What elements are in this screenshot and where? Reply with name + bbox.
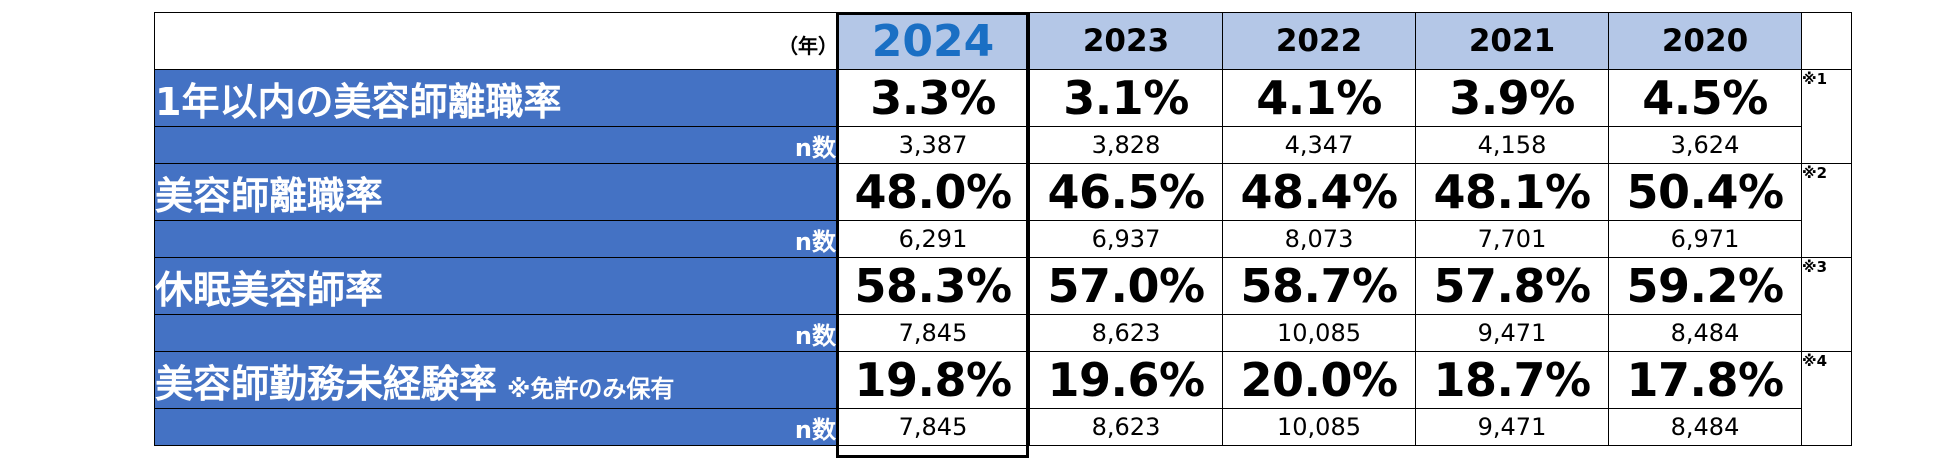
rate-cell: 58.7% bbox=[1222, 257, 1416, 315]
n-cell: 8,623 bbox=[1029, 408, 1223, 446]
row-label: 1年以内の美容師離職率 bbox=[154, 69, 837, 127]
header-row: 2024 2023 2022 2021 2020 bbox=[154, 12, 1852, 70]
rate-cell: 4.5% bbox=[1608, 69, 1802, 127]
n-cell: 9,471 bbox=[1415, 408, 1609, 446]
n-label: n数 bbox=[154, 220, 837, 258]
rate-cell: 3.3% bbox=[836, 69, 1030, 127]
table-row: 美容師勤務未経験率 ※免許のみ保有 19.8% 19.6% 20.0% 18.7%… bbox=[154, 351, 1852, 446]
n-cell: 10,085 bbox=[1222, 408, 1416, 446]
n-cell: 8,484 bbox=[1608, 408, 1802, 446]
year-header-2021: 2021 bbox=[1415, 12, 1609, 70]
rate-cell: 20.0% bbox=[1222, 351, 1416, 409]
footnote-marker: ※4 bbox=[1801, 351, 1852, 446]
n-cell: 8,484 bbox=[1608, 314, 1802, 352]
footnote-marker: ※1 bbox=[1801, 69, 1852, 164]
rate-cell: 57.8% bbox=[1415, 257, 1609, 315]
rate-cell: 18.7% bbox=[1415, 351, 1609, 409]
footnote-marker: ※3 bbox=[1801, 257, 1852, 352]
rates-table: 2024 2023 2022 2021 2020 1年以内の美容師離職率 3.3… bbox=[154, 12, 1852, 446]
row-label-text: 美容師離職率 bbox=[155, 173, 384, 218]
table-row-n: n数 3,387 3,828 4,347 4,158 3,624 bbox=[154, 126, 1852, 164]
year-header-2023: 2023 bbox=[1029, 12, 1223, 70]
footnote-marker: ※2 bbox=[1801, 163, 1852, 258]
n-cell: 10,085 bbox=[1222, 314, 1416, 352]
row-label: 美容師勤務未経験率 ※免許のみ保有 bbox=[154, 351, 837, 409]
row-label-text: 美容師勤務未経験率 bbox=[155, 361, 498, 406]
rate-cell: 59.2% bbox=[1608, 257, 1802, 315]
rate-cell: 57.0% bbox=[1029, 257, 1223, 315]
n-cell: 6,937 bbox=[1029, 220, 1223, 258]
n-cell: 6,971 bbox=[1608, 220, 1802, 258]
table-row: 美容師離職率 48.0% 46.5% 48.4% 48.1% 50.4% ※2 bbox=[154, 163, 1852, 258]
n-cell: 3,624 bbox=[1608, 126, 1802, 164]
n-cell: 7,701 bbox=[1415, 220, 1609, 258]
table-row: 1年以内の美容師離職率 3.3% 3.1% 4.1% 3.9% 4.5% ※1 bbox=[154, 69, 1852, 164]
rate-cell: 48.0% bbox=[836, 163, 1030, 221]
table-row-n: n数 7,845 8,623 10,085 9,471 8,484 bbox=[154, 408, 1852, 446]
year-header-2020: 2020 bbox=[1608, 12, 1802, 70]
n-cell: 3,387 bbox=[836, 126, 1030, 164]
n-cell: 8,623 bbox=[1029, 314, 1223, 352]
rate-cell: 58.3% bbox=[836, 257, 1030, 315]
header-footnote-spacer bbox=[1801, 12, 1852, 70]
rate-cell: 3.1% bbox=[1029, 69, 1223, 127]
table-row-n: n数 6,291 6,937 8,073 7,701 6,971 bbox=[154, 220, 1852, 258]
rate-cell: 50.4% bbox=[1608, 163, 1802, 221]
table-row: 休眠美容師率 58.3% 57.0% 58.7% 57.8% 59.2% ※3 bbox=[154, 257, 1852, 352]
n-cell: 6,291 bbox=[836, 220, 1030, 258]
n-label: n数 bbox=[154, 314, 837, 352]
n-cell: 7,845 bbox=[836, 408, 1030, 446]
row-label-text: 休眠美容師率 bbox=[155, 267, 384, 312]
rate-cell: 17.8% bbox=[1608, 351, 1802, 409]
n-cell: 7,845 bbox=[836, 314, 1030, 352]
row-label: 休眠美容師率 bbox=[154, 257, 837, 315]
header-corner bbox=[154, 12, 837, 70]
rate-cell: 46.5% bbox=[1029, 163, 1223, 221]
n-cell: 4,347 bbox=[1222, 126, 1416, 164]
n-label: n数 bbox=[154, 408, 837, 446]
n-cell: 3,828 bbox=[1029, 126, 1223, 164]
year-header-2024: 2024 bbox=[836, 12, 1030, 70]
row-label: 美容師離職率 bbox=[154, 163, 837, 221]
n-cell: 8,073 bbox=[1222, 220, 1416, 258]
rate-cell: 48.4% bbox=[1222, 163, 1416, 221]
n-label: n数 bbox=[154, 126, 837, 164]
row-label-text: 1年以内の美容師離職率 bbox=[155, 79, 562, 124]
table-row-n: n数 7,845 8,623 10,085 9,471 8,484 bbox=[154, 314, 1852, 352]
rate-cell: 19.6% bbox=[1029, 351, 1223, 409]
row-label-note: ※免許のみ保有 bbox=[507, 374, 675, 403]
rate-cell: 19.8% bbox=[836, 351, 1030, 409]
rate-cell: 3.9% bbox=[1415, 69, 1609, 127]
year-header-2022: 2022 bbox=[1222, 12, 1416, 70]
n-cell: 4,158 bbox=[1415, 126, 1609, 164]
rate-cell: 48.1% bbox=[1415, 163, 1609, 221]
rate-cell: 4.1% bbox=[1222, 69, 1416, 127]
n-cell: 9,471 bbox=[1415, 314, 1609, 352]
